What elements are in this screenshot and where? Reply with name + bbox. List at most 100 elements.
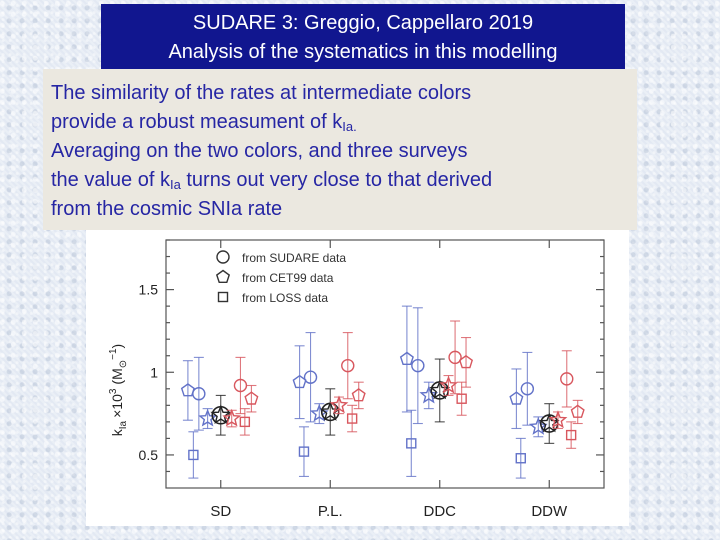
legend-marker-pentagon: [215, 269, 231, 283]
summary-line-4-subscript: Ia: [169, 177, 181, 192]
marker-square: [239, 416, 251, 428]
data-point-ddw-blue-pentagon: [509, 368, 524, 430]
marker-pentagon: [458, 354, 474, 369]
data-point-ddw-black-star-circle: [538, 403, 560, 444]
marker-square: [565, 429, 577, 441]
summary-line-1: The similarity of the rates at intermedi…: [51, 82, 472, 104]
marker-star: [439, 375, 458, 394]
data-point-sd-blue-star: [198, 408, 218, 430]
marker-square: [188, 449, 199, 461]
marker-star: [548, 410, 568, 429]
data-point-pl-red-pentagon: [351, 381, 366, 410]
data-point-ddc-blue-circle: [411, 307, 425, 425]
chart-legend: from SUDARE data from CET99 data from LOSS…: [215, 250, 346, 305]
marker-circle: [192, 387, 206, 401]
marker-square: [515, 453, 526, 464]
marker-pentagon: [351, 388, 366, 402]
legend-marker-square: [217, 291, 229, 303]
y-axis-label-exp: 3: [108, 388, 119, 394]
data-point-ddc-red-star: [439, 375, 458, 396]
y-axis-label: kIa ×103 (M⊙−1): [108, 344, 129, 436]
marker-pentagon: [509, 391, 524, 405]
data-point-ddw-red-pentagon: [570, 399, 585, 425]
marker-square: [406, 438, 417, 449]
data-point-pl-blue-pentagon: [292, 345, 307, 420]
marker-pentagon: [570, 404, 585, 418]
marker-star-circle-star: [429, 379, 451, 400]
y-axis-label-unit-close: ): [109, 344, 125, 349]
legend-label: from CET99 data: [242, 271, 334, 285]
x-tick-label: SD: [210, 503, 231, 520]
x-tick-label: P.L.: [318, 503, 343, 520]
data-point-sd-red-square: [239, 408, 251, 436]
slide-title-line-1: SUDARE 3: Greggio, Cappellaro 2019: [192, 12, 534, 34]
marker-circle: [303, 370, 318, 384]
summary-line-2-subscript: Ia.: [342, 119, 357, 134]
data-point-pl-black-star-circle: [319, 388, 341, 436]
marker-circle: [560, 372, 574, 386]
data-point-ddc-red-pentagon: [458, 336, 474, 388]
y-tick-label: 1.5: [139, 282, 159, 298]
marker-circle: [341, 358, 355, 373]
summary-line-4-pre: the value of k: [51, 169, 170, 191]
y-axis-label-text: kIa ×103 (M⊙−1): [108, 344, 129, 436]
data-point-pl-red-square: [346, 404, 358, 433]
x-tick-label: DDW: [531, 503, 568, 520]
chart-axes: 0.5 1 1.5 SD P.L. DDC DDW: [139, 239, 605, 520]
marker-circle: [520, 382, 535, 396]
summary-text-box: The similarity of the rates at intermedi…: [43, 69, 637, 230]
summary-line-4: the value of kIa turns out very close to…: [51, 166, 637, 195]
chart-panel: 0.5 1 1.5 SD P.L. DDC DDW from SUDARE data from…: [86, 230, 629, 526]
data-point-ddc-blue-pentagon: [399, 305, 414, 413]
marker-square: [456, 393, 467, 404]
data-point-sd-blue-pentagon: [180, 360, 195, 421]
plot-frame: [165, 239, 605, 489]
y-axis-label-unit-exp: −1: [108, 348, 119, 360]
y-axis-label-symbol-sub: Ia: [118, 420, 129, 429]
data-point-ddc-black-star-circle: [429, 358, 451, 423]
data-point-ddc-red-square: [456, 381, 467, 416]
summary-line-3: Averaging on the two colors, and three s…: [51, 140, 468, 162]
data-point-sd-blue-square: [188, 431, 199, 479]
kia-chart: 0.511.5SD P.L. DDC DDW from SUDARE datafrom…: [108, 239, 605, 520]
data-point-sd-red-pentagon: [244, 384, 259, 413]
summary-line-4-post: turns out very close to that derived: [180, 169, 493, 191]
data-point-ddw-blue-circle: [520, 351, 535, 426]
slide-title-banner: SUDARE 3: Greggio, Cappellaro 2019 Analy…: [101, 4, 625, 70]
marker-square: [298, 446, 310, 457]
legend-marker-circle: [216, 250, 230, 264]
marker-star-circle-star: [319, 400, 341, 421]
marker-star: [419, 385, 439, 404]
y-axis-label-times: ×10: [109, 394, 125, 418]
summary-line-2: provide a robust measument of kIa.: [51, 108, 637, 137]
legend-label: from LOSS data: [242, 291, 328, 305]
marker-star-circle-star: [538, 412, 560, 433]
marker-star: [329, 395, 349, 414]
data-point-pl-red-circle: [341, 332, 355, 400]
marker-star-circle-star: [210, 404, 232, 425]
marker-pentagon: [244, 391, 259, 405]
marker-square: [346, 413, 358, 424]
marker-star: [198, 408, 218, 427]
marker-pentagon: [180, 383, 195, 397]
y-tick-label: 0.5: [139, 447, 159, 463]
data-point-ddw-red-square: [565, 421, 577, 449]
marker-pentagon: [399, 351, 414, 366]
y-axis-label-unit-sub: ⊙: [118, 360, 129, 368]
data-point-sd-red-star: [222, 408, 242, 428]
data-point-pl-blue-circle: [303, 332, 318, 423]
data-point-ddw-blue-square: [515, 437, 526, 479]
summary-line-5: from the cosmic SNIa rate: [51, 198, 283, 220]
data-point-pl-blue-square: [298, 426, 310, 477]
data-point-ddc-blue-star: [419, 381, 439, 410]
summary-line-2-text: provide a robust measument of k: [51, 111, 343, 133]
data-point-pl-red-star: [329, 395, 349, 415]
y-axis-label-symbol: k: [109, 428, 125, 436]
data-point-sd-red-circle: [233, 356, 248, 415]
marker-circle: [448, 350, 462, 365]
data-point-sd-blue-circle: [192, 356, 206, 431]
data-point-ddc-blue-square: [406, 409, 417, 477]
x-tick-label: DDC: [424, 503, 457, 520]
marker-star: [222, 408, 242, 427]
data-point-ddw-red-star: [548, 410, 568, 430]
